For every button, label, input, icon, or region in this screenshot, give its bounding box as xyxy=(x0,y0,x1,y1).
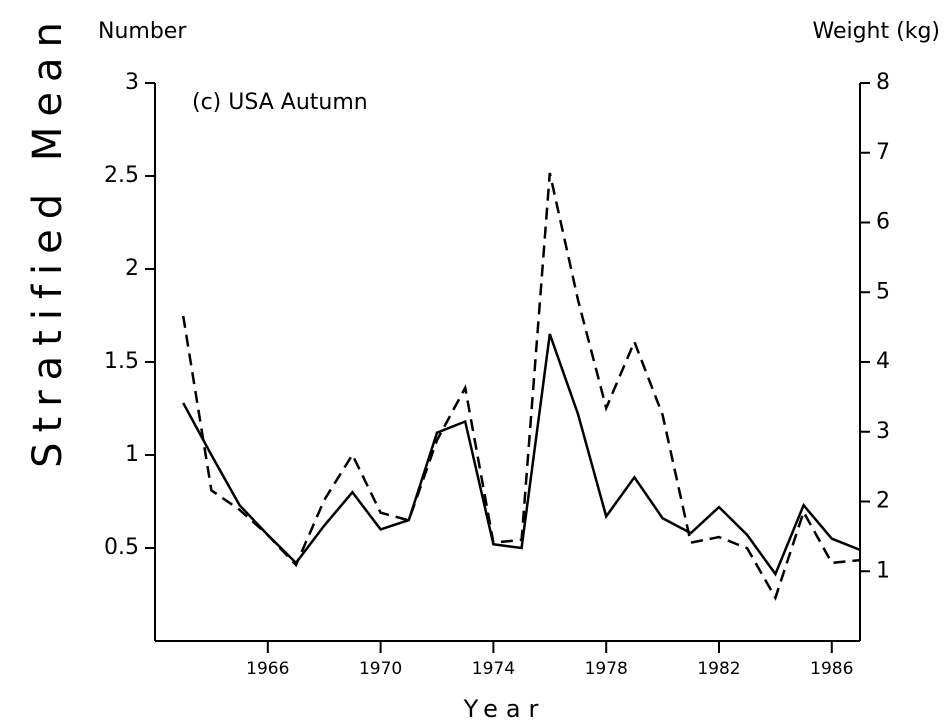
x-tick-label: 1978 xyxy=(585,659,628,679)
y-tick-label: 2 xyxy=(125,256,139,281)
y-axis-title: Number xyxy=(98,19,187,44)
y2-tick-label: 3 xyxy=(876,419,890,444)
y2-tick-label: 7 xyxy=(876,140,890,165)
y-tick-label: 2.5 xyxy=(104,163,139,188)
x-label: Year xyxy=(463,695,547,723)
y-tick-label: 3 xyxy=(125,70,139,95)
y2-tick-label: 8 xyxy=(876,70,890,95)
x-tick-label: 1974 xyxy=(472,659,515,679)
line-series xyxy=(181,172,861,601)
y2-axis-title: Weight (kg) xyxy=(812,19,940,44)
y2-tick-label: 6 xyxy=(876,210,890,235)
y2-tick-label: 1 xyxy=(876,558,890,583)
x-tick-label: 1966 xyxy=(246,659,289,679)
y-tick-label: 0.5 xyxy=(104,535,139,560)
y2-tick-label: 5 xyxy=(876,279,890,304)
x-tick-label: 1986 xyxy=(810,659,853,679)
y2-tick-label: 4 xyxy=(876,349,890,374)
x-tick-label: 1982 xyxy=(697,659,740,679)
chart-title: (c) USA Autumn xyxy=(192,90,368,115)
y-label: Stratified Mean xyxy=(25,12,71,468)
y2-tick-label: 2 xyxy=(876,489,890,514)
y-tick-label: 1.5 xyxy=(104,349,139,374)
y-tick-label: 1 xyxy=(125,442,139,467)
x-tick-label: 1970 xyxy=(359,659,402,679)
